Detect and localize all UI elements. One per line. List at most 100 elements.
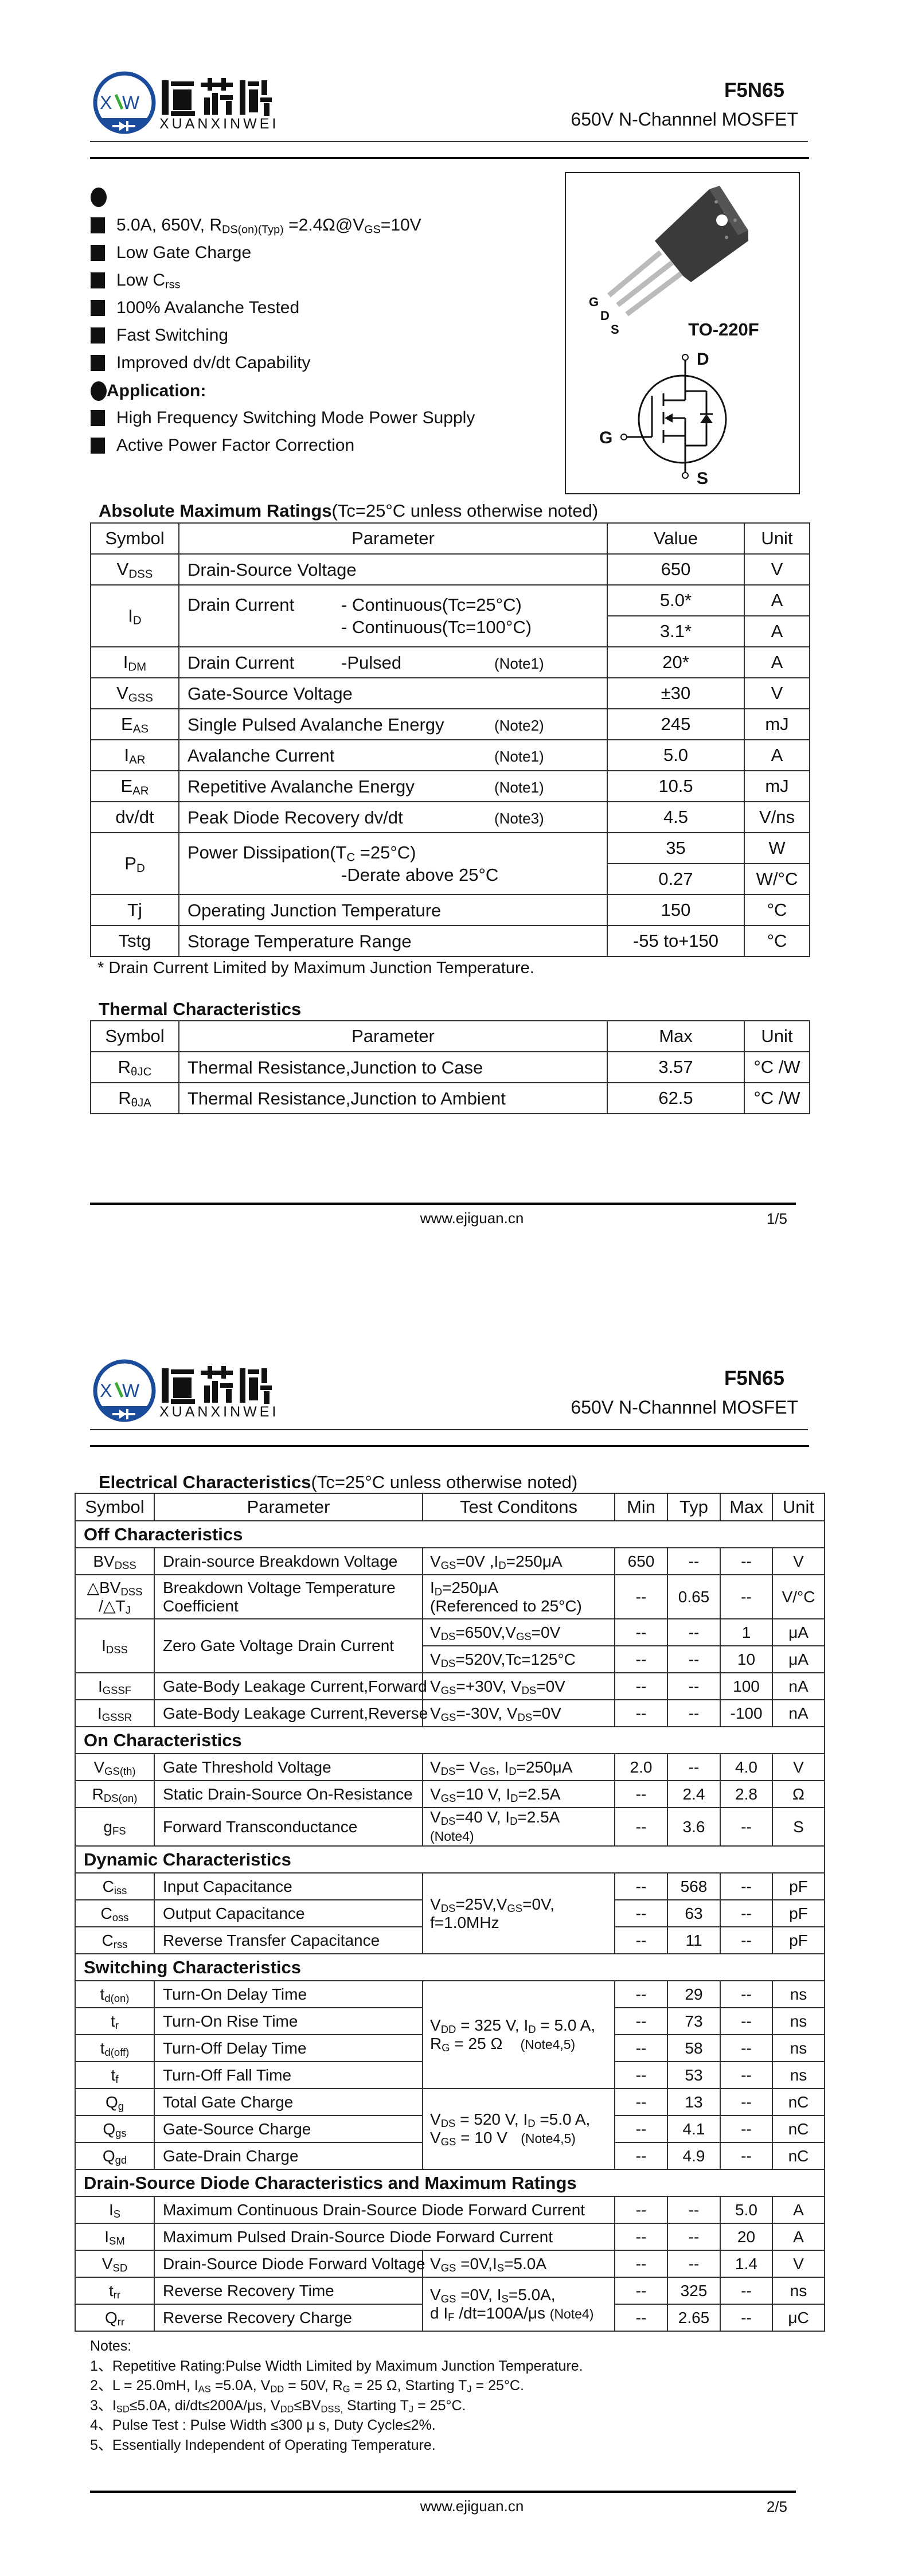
parameter-cell: Single Pulsed Avalanche Energy (Note2)	[178, 708, 608, 740]
symbol-cell: IS	[75, 2196, 155, 2224]
text: /△T	[99, 1597, 126, 1615]
max-cell: 20	[720, 2223, 773, 2251]
application-item: Active Power Factor Correction	[91, 434, 354, 457]
max-cell: --	[720, 1547, 773, 1575]
note-line: 2、L = 25.0mH, IAS =5.0A, VDD = 50V, RG =…	[90, 2376, 583, 2396]
subscript: DS	[440, 1630, 456, 1642]
parameter-cell: Gate-Body Leakage Current,Forward	[154, 1672, 427, 1700]
text: Drain Current	[188, 652, 295, 673]
text: =0V, f=1.0MHz	[430, 1895, 554, 1931]
text: =0V, I	[456, 2285, 502, 2304]
table-row: Qgs Gate-Source Charge -- 4.1 -- nC	[75, 2115, 825, 2143]
subscript: G	[442, 2041, 450, 2054]
symbol-cell: gFS	[75, 1807, 155, 1847]
text: V	[430, 1704, 441, 1722]
table-row: ID Drain Current - Continuous(Tc=25°C) - Co…	[90, 584, 810, 647]
table-row: IS Maximum Continuous Drain-Source Diode …	[75, 2196, 825, 2224]
text: 100% Avalanche Tested	[116, 298, 300, 317]
table-header-row: Symbol Parameter Max Unit	[90, 1020, 810, 1052]
subscript: DS(on)	[103, 1792, 138, 1804]
text: Drain-Source Voltage	[188, 559, 357, 580]
symbol-cell: BVDSS	[75, 1547, 155, 1575]
text: Maximum Continuous Drain-Source Diode Fo…	[163, 2200, 585, 2219]
table-header-row: Symbol Parameter Test Conditons Min Typ Max Un…	[75, 1493, 825, 1521]
text: Repetitive Avalanche Energy	[188, 776, 415, 797]
subscript: D	[434, 1585, 443, 1598]
text: 2、L = 25.0mH, I	[90, 2378, 198, 2394]
subscript: DS(on)(Typ)	[222, 223, 284, 236]
symbol-cell: EAR	[90, 770, 179, 802]
package-box: G D S TO-220F D G S	[565, 172, 800, 494]
company-logo: X W XUANXINWEI	[91, 69, 280, 136]
parameter-note: (Note1)	[494, 778, 544, 796]
min-cell: --	[614, 2142, 668, 2170]
feature-text: 100% Avalanche Tested	[116, 296, 299, 319]
table-row: dv/dt Peak Diode Recovery dv/dt (Note3) 4.5…	[90, 801, 810, 833]
text: =5.0A	[504, 2254, 547, 2273]
subscript: S	[497, 2261, 505, 2274]
parameter-line: Thermal Resistance,Junction to Case	[188, 1056, 607, 1079]
parameter-line: Single Pulsed Avalanche Energy (Note2)	[188, 713, 607, 736]
table-row: Tj Operating Junction Temperature 150 °C	[90, 894, 810, 926]
square-bullet-icon	[91, 217, 105, 233]
footer-url[interactable]: www.ejiguan.cn	[420, 1209, 524, 1227]
text: Thermal Resistance,Junction to Case	[188, 1057, 483, 1078]
value-cell: 20*	[607, 646, 745, 678]
max-cell: 100	[720, 1672, 773, 1700]
text: V	[430, 2285, 441, 2304]
subscript: GS	[480, 1765, 495, 1777]
parameter-note: (Note2)	[494, 716, 544, 734]
header-cell: Test Conditons	[422, 1493, 615, 1521]
symbol-cell: VSD	[75, 2250, 155, 2278]
parameter-line: Drain Current - Continuous(Tc=25°C)	[188, 594, 607, 616]
symbol-cell: Qgs	[75, 2115, 155, 2143]
unit-cell: °C	[744, 925, 810, 957]
max-cell: -100	[720, 1699, 773, 1727]
text: = 10 V	[456, 2129, 521, 2146]
parameter-line: Drain-Source Voltage	[188, 559, 607, 581]
parameter-cell: Maximum Pulsed Drain-Source Diode Forwar…	[154, 2223, 615, 2251]
unit-cell: A	[772, 2196, 825, 2224]
thermal-title: Thermal Characteristics	[99, 999, 301, 1020]
text: = V	[455, 1758, 481, 1776]
section-row: On Characteristics	[75, 1726, 825, 1754]
max-cell: --	[720, 1872, 773, 1900]
text: I	[97, 1677, 103, 1695]
table-row: Crss Reverse Transfer Capacitance -- 11 -- pF	[75, 1926, 825, 1954]
application-heading: Application:	[91, 380, 206, 403]
text: V	[430, 2016, 441, 2034]
table-row: gFS Forward Transconductance VDS=40 V, ID=…	[75, 1807, 825, 1847]
text: Q	[104, 2308, 118, 2327]
max-cell: --	[720, 1807, 773, 1847]
unit-cell: A	[744, 646, 810, 678]
header-cell: Symbol	[75, 1493, 155, 1521]
text: Forward Transconductance	[163, 1817, 358, 1836]
parameter-cell: Storage Temperature Range	[178, 925, 608, 957]
text: =5.0A, V	[210, 2378, 271, 2394]
text: =0V,I	[456, 2254, 497, 2273]
table-row: IAR Avalanche Current (Note1) 5.0 A	[90, 739, 810, 771]
table-row: IDM Drain Current -Pulsed (Note1) 20* A	[90, 646, 810, 678]
text: Reverse Transfer Capacitance	[163, 1931, 380, 1949]
text: =250μA	[516, 1758, 573, 1776]
symbol-cell: Tstg	[90, 925, 179, 957]
parameter-line: Drain Current -Pulsed (Note1)	[188, 651, 607, 674]
section-row: Switching Characteristics	[75, 1953, 825, 1981]
unit-cell: pF	[772, 1899, 825, 1927]
symbol-cell: IDSS	[75, 1618, 155, 1673]
feature-text: 5.0A, 650V, RDS(on)(Typ) =2.4Ω@VGS=10V	[116, 214, 421, 237]
value-cell: 0.27	[607, 863, 745, 895]
value-cell: 245	[607, 708, 745, 740]
symbol-cell: PD	[90, 832, 179, 895]
footer-url[interactable]: www.ejiguan.cn	[420, 2497, 524, 2515]
text: = 25 Ω	[450, 2034, 521, 2052]
value-cell: 62.5	[607, 1082, 745, 1114]
bullet-icon	[91, 381, 107, 401]
text: = 520 V, I	[455, 2110, 528, 2128]
header-cell: Max	[720, 1493, 773, 1521]
note-text: (Note4,5)	[520, 2036, 576, 2052]
test-condition-cell: VDS=25V,VGS=0V, f=1.0MHz	[422, 1872, 615, 1954]
text: = 50V, R	[284, 2378, 343, 2394]
unit-cell: °C	[744, 894, 810, 926]
subscript: GSS	[128, 691, 153, 705]
